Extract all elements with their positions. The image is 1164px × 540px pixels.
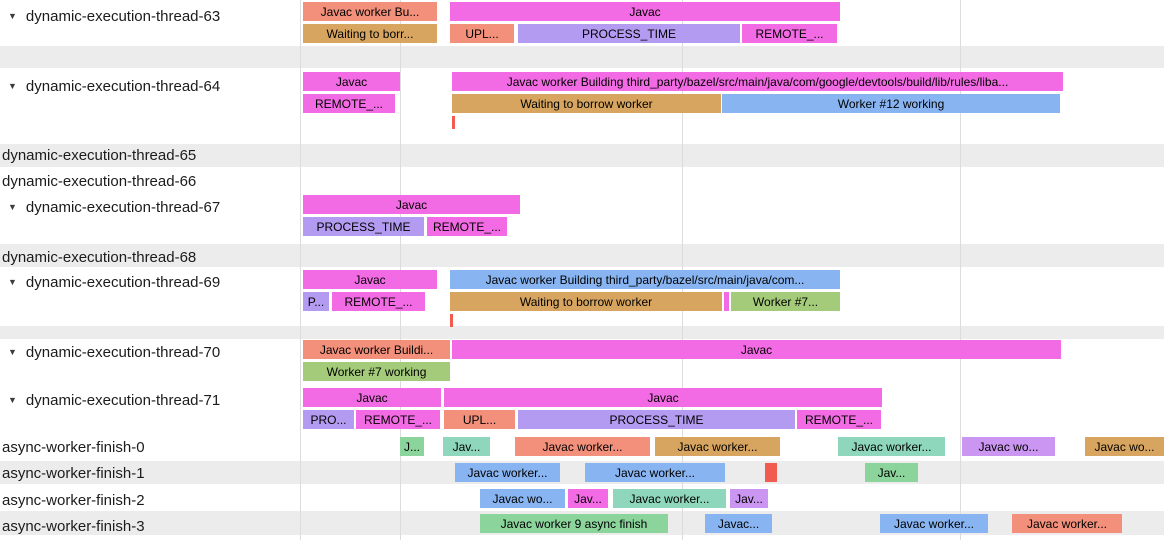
trace-event-bar[interactable]: PROCESS_TIME [518,24,740,43]
trace-event-bar[interactable]: Javac wo... [480,489,565,508]
trace-event-bar[interactable]: Javac [452,340,1061,359]
trace-event-bar[interactable]: REMOTE_... [797,410,881,429]
flow-event-tick[interactable] [450,314,453,327]
trace-event-bar[interactable]: Waiting to borrow worker [450,292,722,311]
thread-label-text: dynamic-execution-thread-68 [2,248,197,266]
trace-event-bar[interactable]: PRO... [303,410,354,429]
thread-label[interactable]: ▼ dynamic-execution-thread-70 [0,342,220,362]
thread-label: async-worker-finish-0 [0,437,145,457]
thread-label-text: dynamic-execution-thread-64 [25,77,221,95]
row-stripe [0,244,1164,267]
trace-event-bar[interactable]: Javac worker Buildi... [303,340,450,359]
expand-triangle-icon[interactable]: ▼ [8,347,17,357]
expand-triangle-icon[interactable]: ▼ [8,11,17,21]
trace-event-bar[interactable]: J... [400,437,424,456]
thread-label[interactable]: ▼ dynamic-execution-thread-71 [0,390,220,410]
trace-event-bar[interactable]: Javac wo... [1085,437,1164,456]
trace-event-bar[interactable]: Javac worker... [838,437,945,456]
trace-event-bar[interactable]: Javac [303,72,400,91]
thread-label-text: dynamic-execution-thread-65 [2,146,197,164]
thread-label[interactable]: ▼ dynamic-execution-thread-69 [0,272,220,292]
trace-event-bar[interactable] [765,463,777,482]
thread-label-text: dynamic-execution-thread-71 [25,391,221,409]
expand-triangle-icon[interactable]: ▼ [8,395,17,405]
trace-event-bar[interactable]: Javac worker... [515,437,650,456]
trace-event-bar[interactable]: Jav... [568,489,608,508]
thread-label[interactable]: ▼ dynamic-execution-thread-64 [0,76,220,96]
thread-label-text: dynamic-execution-thread-63 [25,7,221,25]
expand-triangle-icon[interactable]: ▼ [8,277,17,287]
trace-event-bar[interactable]: Worker #12 working [722,94,1060,113]
trace-event-bar[interactable]: Javac... [705,514,772,533]
trace-event-bar[interactable]: PROCESS_TIME [303,217,424,236]
thread-label-text: async-worker-finish-0 [2,438,145,456]
expand-triangle-icon[interactable]: ▼ [8,202,17,212]
trace-event-bar[interactable]: Javac worker... [880,514,988,533]
trace-event-bar[interactable] [724,292,729,311]
flow-event-tick[interactable] [452,116,455,129]
trace-event-bar[interactable]: Javac [303,270,437,289]
thread-label: dynamic-execution-thread-66 [0,171,196,191]
thread-label[interactable]: ▼ dynamic-execution-thread-63 [0,6,220,26]
row-stripe [0,326,1164,339]
thread-label-text: async-worker-finish-2 [2,491,145,509]
trace-event-bar[interactable]: Javac [444,388,882,407]
trace-event-bar[interactable]: REMOTE_... [303,94,395,113]
trace-event-bar[interactable]: REMOTE_... [427,217,507,236]
trace-event-bar[interactable]: Javac [303,195,520,214]
thread-label: async-worker-finish-2 [0,490,145,510]
trace-event-bar[interactable]: UPL... [444,410,515,429]
time-gridline [300,0,301,540]
trace-event-bar[interactable]: P... [303,292,329,311]
trace-event-bar[interactable]: PROCESS_TIME [518,410,795,429]
trace-event-bar[interactable]: Jav... [865,463,918,482]
trace-event-bar[interactable]: REMOTE_... [332,292,425,311]
trace-event-bar[interactable]: Javac worker... [655,437,780,456]
trace-event-bar[interactable]: Javac worker... [613,489,726,508]
trace-event-bar[interactable]: Javac worker Bu... [303,2,437,21]
row-stripe [0,461,1164,484]
trace-event-bar[interactable]: REMOTE_... [742,24,837,43]
expand-triangle-icon[interactable]: ▼ [8,81,17,91]
thread-label-text: dynamic-execution-thread-69 [25,273,221,291]
trace-event-bar[interactable]: REMOTE_... [356,410,440,429]
trace-event-bar[interactable]: UPL... [450,24,514,43]
trace-event-bar[interactable]: Javac worker... [585,463,725,482]
trace-event-bar[interactable]: Javac [450,2,840,21]
trace-event-bar[interactable]: Worker #7 working [303,362,450,381]
thread-label: async-worker-finish-3 [0,516,145,536]
trace-event-bar[interactable]: Jav... [730,489,768,508]
trace-event-bar[interactable]: Javac [303,388,441,407]
row-stripe [0,46,1164,68]
trace-event-bar[interactable]: Waiting to borrow worker [452,94,721,113]
time-gridline [960,0,961,540]
thread-label-text: dynamic-execution-thread-67 [25,198,221,216]
trace-event-bar[interactable]: Worker #7... [731,292,840,311]
trace-event-bar[interactable]: Javac wo... [962,437,1055,456]
thread-label: dynamic-execution-thread-65 [0,145,196,165]
trace-event-bar[interactable]: Jav... [443,437,490,456]
thread-label-text: async-worker-finish-3 [2,517,145,535]
trace-event-bar[interactable]: Javac worker Building third_party/bazel/… [452,72,1063,91]
thread-label: dynamic-execution-thread-68 [0,247,196,267]
thread-label: async-worker-finish-1 [0,463,145,483]
trace-event-bar[interactable]: Waiting to borr... [303,24,437,43]
row-stripe [0,144,1164,167]
thread-label-text: dynamic-execution-thread-70 [25,343,221,361]
trace-event-bar[interactable]: Javac worker... [455,463,560,482]
thread-label-text: async-worker-finish-1 [2,464,145,482]
trace-event-bar[interactable]: Javac worker... [1012,514,1122,533]
trace-event-bar[interactable]: Javac worker 9 async finish [480,514,668,533]
thread-label-text: dynamic-execution-thread-66 [2,172,197,190]
trace-event-bar[interactable]: Javac worker Building third_party/bazel/… [450,270,840,289]
thread-label[interactable]: ▼ dynamic-execution-thread-67 [0,197,220,217]
